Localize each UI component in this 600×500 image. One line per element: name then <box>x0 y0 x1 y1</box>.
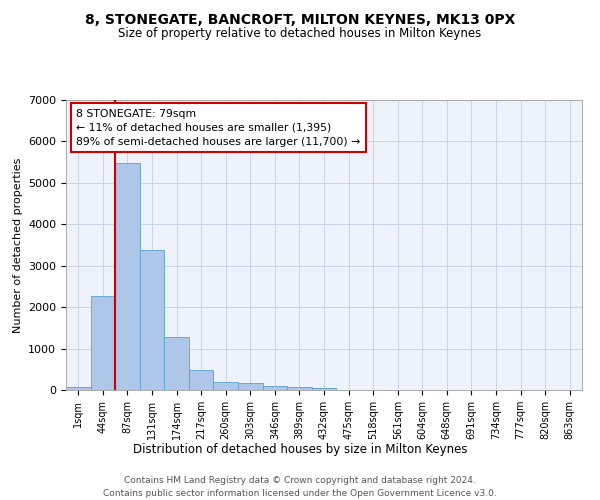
Bar <box>164 336 189 390</box>
Bar <box>189 370 214 390</box>
Bar <box>238 383 263 390</box>
Bar <box>263 386 287 390</box>
Y-axis label: Number of detached properties: Number of detached properties <box>13 158 23 332</box>
Text: Contains HM Land Registry data © Crown copyright and database right 2024.: Contains HM Land Registry data © Crown c… <box>124 476 476 485</box>
Bar <box>312 388 336 390</box>
Bar <box>214 382 238 390</box>
Bar <box>140 250 164 390</box>
Bar <box>287 388 312 390</box>
Bar <box>91 296 115 390</box>
Text: Size of property relative to detached houses in Milton Keynes: Size of property relative to detached ho… <box>118 28 482 40</box>
Bar <box>66 387 91 390</box>
Text: 8 STONEGATE: 79sqm
← 11% of detached houses are smaller (1,395)
89% of semi-deta: 8 STONEGATE: 79sqm ← 11% of detached hou… <box>76 108 361 146</box>
Bar <box>115 163 140 390</box>
Text: Distribution of detached houses by size in Milton Keynes: Distribution of detached houses by size … <box>133 442 467 456</box>
Text: 8, STONEGATE, BANCROFT, MILTON KEYNES, MK13 0PX: 8, STONEGATE, BANCROFT, MILTON KEYNES, M… <box>85 12 515 26</box>
Text: Contains public sector information licensed under the Open Government Licence v3: Contains public sector information licen… <box>103 489 497 498</box>
